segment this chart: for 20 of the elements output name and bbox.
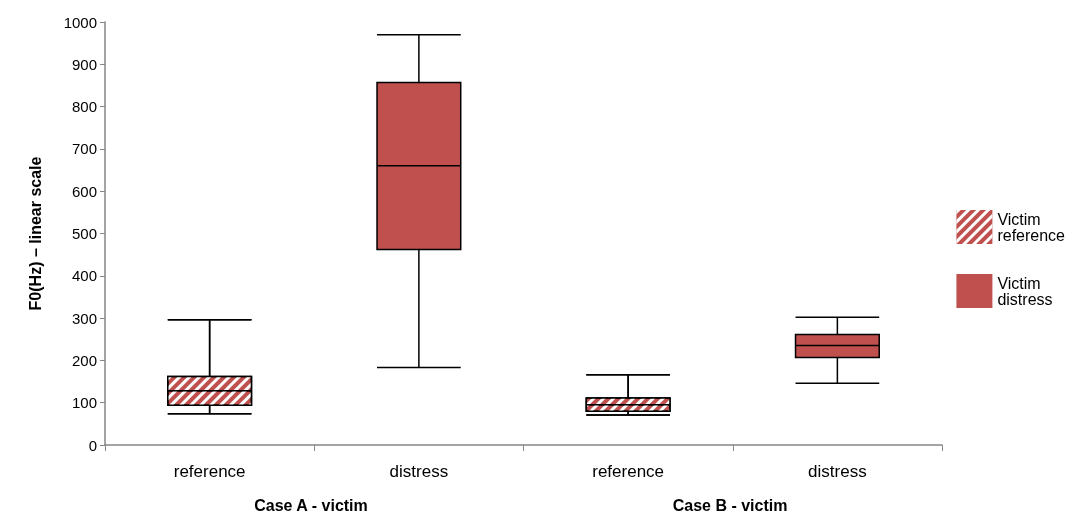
- y-tick-label: 900: [71, 55, 97, 73]
- y-tick-label: 800: [71, 98, 97, 116]
- text: Case A - victim: [254, 496, 368, 514]
- y-tick-label: 500: [71, 225, 97, 242]
- y-axis-title: F0(Hz) – linear scale: [26, 156, 44, 311]
- legend-label: Victim distress: [997, 274, 1053, 308]
- y-tick-label: 600: [71, 182, 97, 200]
- y-tick-label: 100: [71, 394, 97, 412]
- legend-label: Victim reference: [997, 210, 1066, 244]
- x-tick-label: reference: [592, 462, 665, 481]
- y-tick-label: 300: [71, 309, 97, 327]
- y-tick-label: 200: [71, 351, 97, 369]
- y-tick-label: 400: [71, 267, 97, 285]
- y-tick-label: 700: [71, 140, 97, 158]
- x-tick-label: distress: [808, 462, 867, 481]
- x-tick-label: reference: [173, 462, 246, 481]
- text: Case B - victim: [672, 496, 788, 514]
- y-tick-label: 0: [88, 436, 97, 454]
- y-tick-label: 1000: [63, 13, 97, 31]
- x-tick-label: distress: [389, 462, 449, 481]
